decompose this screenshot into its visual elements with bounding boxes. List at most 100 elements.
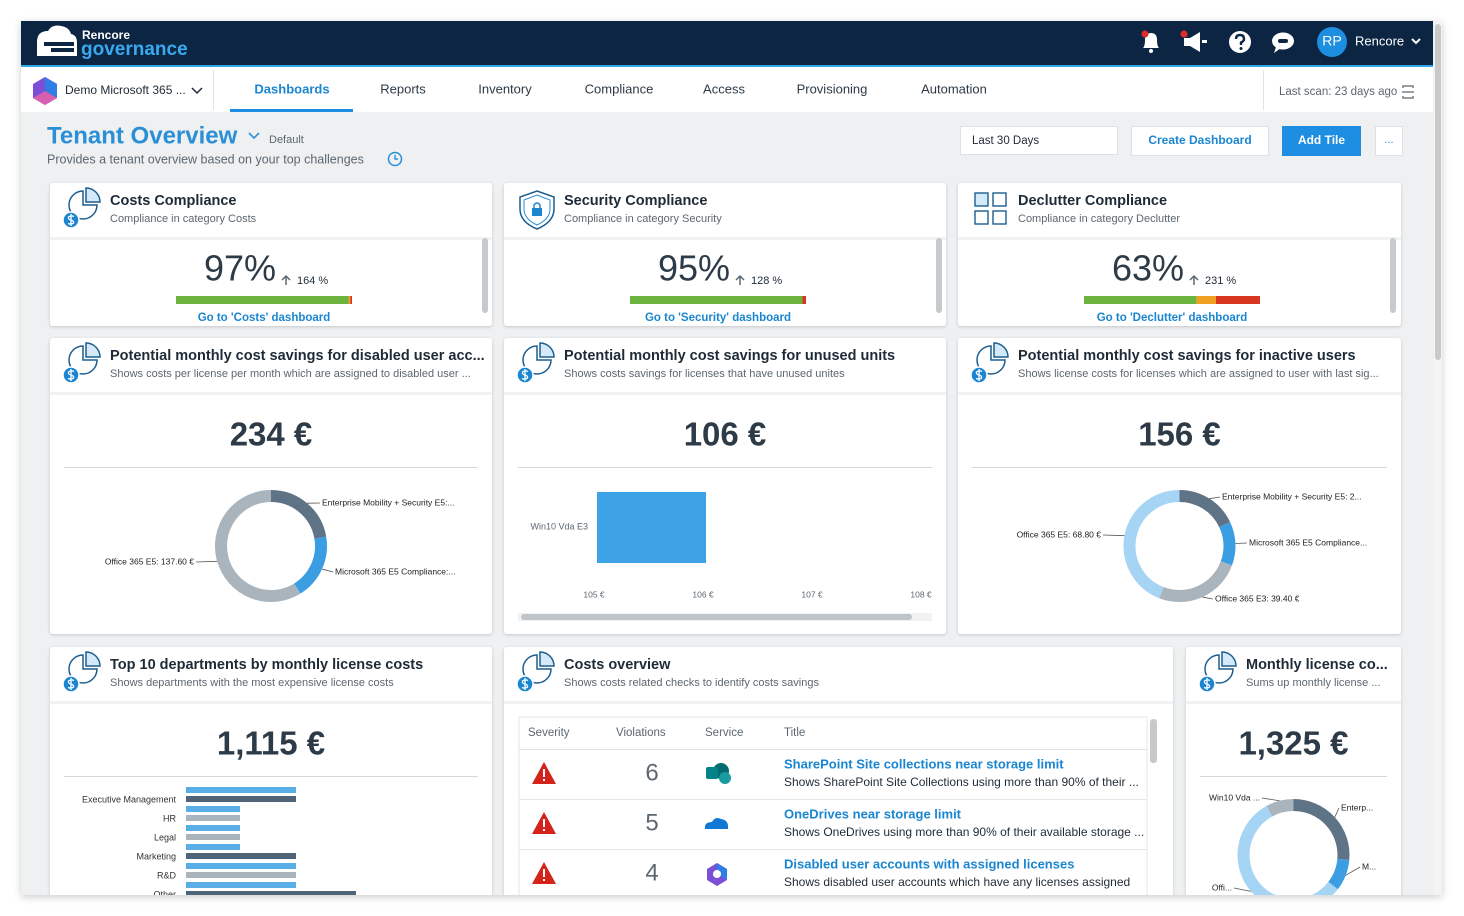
service-icon (713, 870, 721, 878)
top-bar (21, 21, 1433, 65)
table-row[interactable]: 6 SharePoint Site collections near storag… (519, 756, 1147, 800)
tile-icon (974, 192, 1007, 225)
tile-card (50, 338, 492, 634)
user-menu[interactable]: RP Rencore (1317, 27, 1421, 57)
nav-tab[interactable]: Dashboards (230, 81, 353, 112)
tile-scroll-thumb[interactable] (1390, 238, 1396, 313)
tile-subtitle: Compliance in category Costs (110, 213, 257, 225)
notifications-icon[interactable] (1141, 30, 1160, 54)
donut-segment (1123, 490, 1180, 599)
button-label: ... (1384, 134, 1393, 146)
table-row[interactable]: 5 OneDrives near storage limit Shows OneDr… (519, 806, 1147, 850)
create-dashboard-button[interactable]: Create Dashboard (1131, 126, 1269, 156)
date-range[interactable]: Last 30 Days (960, 126, 1118, 155)
bar (186, 882, 296, 888)
tiles: Costs Compliance Compliance in category C… (50, 183, 1401, 900)
value-divider (64, 467, 478, 468)
tab-bar (21, 67, 1433, 112)
change-arrow (1189, 274, 1199, 285)
nav-tab[interactable]: Access (703, 81, 745, 96)
icon-wedge (85, 342, 101, 358)
tile-card (958, 338, 1401, 634)
page-scroll-thumb[interactable] (1435, 24, 1441, 360)
tile: Costs Compliance Compliance in category C… (50, 183, 492, 326)
bar (186, 815, 240, 821)
tile-icon (1198, 651, 1237, 693)
category-label: Marketing (136, 851, 176, 861)
bar (186, 796, 296, 802)
icon-square (992, 192, 1007, 207)
label-leader (195, 560, 218, 563)
tile-subtitle: Shows departments with the most expensiv… (110, 677, 394, 689)
icon-wedge (539, 342, 555, 358)
check-title: OneDrives near storage limit (784, 806, 962, 821)
icon-square (974, 210, 989, 225)
tile-header-divider (504, 237, 946, 240)
compliance-segment (630, 296, 803, 304)
donut-segment (215, 490, 301, 602)
history-icon[interactable] (387, 151, 403, 167)
x-tick-label: 107 € (801, 589, 823, 599)
title-chevron[interactable] (248, 132, 260, 140)
tile-title: Costs overview (564, 657, 671, 673)
tile-icon (62, 187, 101, 229)
tile-subtitle: Compliance in category Security (564, 213, 722, 225)
compliance-segment (1084, 296, 1197, 304)
button-box (1131, 126, 1269, 156)
tile-header-divider (504, 392, 946, 395)
tile-value: 97% (204, 248, 276, 289)
clock-hands (394, 155, 398, 160)
column-header: Violations (616, 727, 666, 739)
help-icon[interactable] (1229, 31, 1251, 53)
donut-segment (1179, 490, 1231, 528)
nav-tab[interactable]: Reports (380, 81, 426, 96)
nav-tab-label: Inventory (478, 81, 532, 96)
change-arrow (281, 274, 291, 285)
tabs: Dashboards Reports Inventory Compliance Acce… (230, 81, 987, 112)
tenant-icon-part (33, 91, 57, 105)
help-dot (1239, 47, 1243, 50)
icon-dollar-sign (521, 678, 529, 690)
more-button[interactable]: ... (1375, 126, 1403, 156)
row-divider (519, 899, 1147, 900)
avatar-initials: RP (1322, 33, 1341, 49)
tile-icon (62, 651, 101, 693)
nav-tab[interactable]: Provisioning (797, 81, 868, 96)
severity-mark (543, 869, 545, 877)
feedback-icon[interactable] (1272, 32, 1294, 54)
tile-scroll-thumb[interactable] (482, 238, 488, 313)
tenant-name: Demo Microsoft 365 ... (65, 83, 186, 97)
tile-card (50, 647, 492, 895)
nav-tab[interactable]: Automation (921, 81, 987, 96)
category-label: HR (163, 813, 176, 823)
page-title: Tenant Overview (47, 122, 238, 149)
tile-card (1186, 647, 1401, 895)
announcements-icon[interactable] (1180, 30, 1208, 53)
nav-tab-label: Reports (380, 81, 426, 96)
tile-header-divider (1186, 701, 1401, 704)
donut-label: Enterprise Mobility + Security E5:... (322, 497, 455, 507)
severity-dot (543, 779, 545, 781)
tile-scroll-thumb[interactable] (936, 238, 942, 313)
tile-value: 1,115 € (217, 725, 325, 762)
tile-subtitle: Sums up monthly license ... (1246, 677, 1381, 689)
button-box (1375, 126, 1403, 156)
tenant-selector[interactable]: Demo Microsoft 365 ... (33, 77, 203, 105)
add-tile-button[interactable]: Add Tile (1282, 126, 1361, 156)
table-scroll-thumb[interactable] (1150, 719, 1157, 763)
compliance-segment (1216, 296, 1260, 304)
logo[interactable]: Rencore governance (37, 25, 188, 60)
dashboard-link[interactable]: Go to 'Security' dashboard (645, 312, 791, 324)
donut-label: Enterp... (1341, 802, 1373, 812)
severity-mark (543, 769, 545, 777)
dashboard-link[interactable]: Go to 'Declutter' dashboard (1097, 312, 1248, 324)
table-row[interactable]: 4 Disabled user accounts with assigned li… (519, 856, 1147, 900)
separator (213, 70, 214, 110)
scan-icon[interactable] (1402, 85, 1414, 99)
nav-tab[interactable]: Inventory (478, 81, 532, 96)
category-label: Legal (154, 832, 176, 842)
nav-tab[interactable]: Compliance (585, 81, 654, 96)
h-scroll-thumb[interactable] (521, 614, 912, 620)
dashboard-link[interactable]: Go to 'Costs' dashboard (198, 312, 331, 324)
user-name: Rencore (1355, 33, 1404, 48)
